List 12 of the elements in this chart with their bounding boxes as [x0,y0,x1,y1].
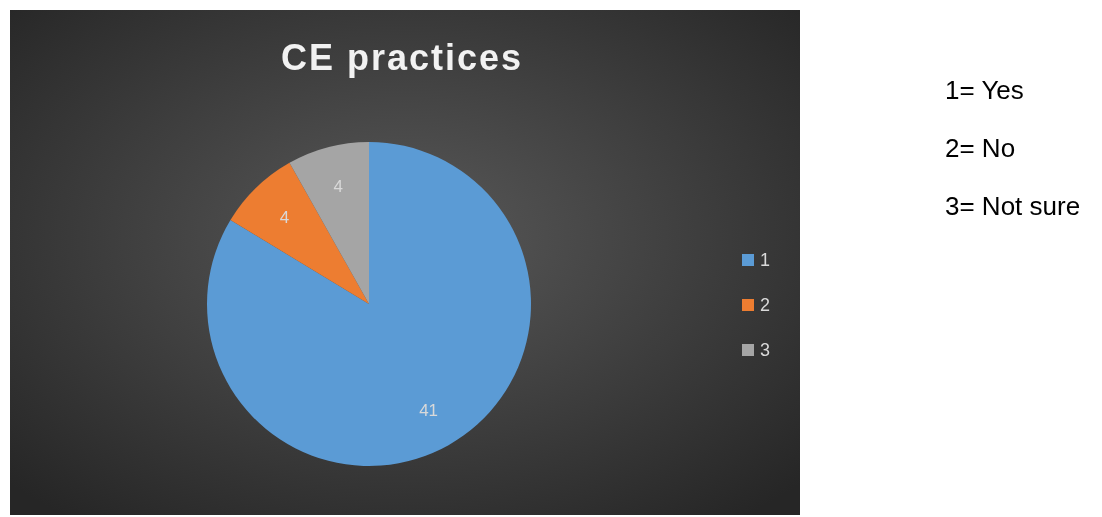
data-label: 4 [279,207,290,227]
text: 2= No [945,133,1016,164]
pie-slice [289,142,369,304]
legend-label: 3 [760,340,771,361]
text: 3= Not sure [945,191,1081,222]
chart-title: CE practices [280,37,524,78]
text: 1= Yes [945,75,1024,106]
pie-slice [230,162,369,304]
pie-slice [207,142,531,466]
data-label: 41 [419,400,439,420]
legend-label: 1 [760,250,771,271]
legend-label: 2 [760,295,771,316]
